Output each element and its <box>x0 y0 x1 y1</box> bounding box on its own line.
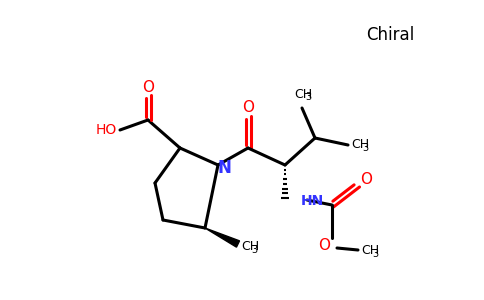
Text: 3: 3 <box>372 249 378 259</box>
Polygon shape <box>205 228 240 247</box>
Text: HN: HN <box>301 194 324 208</box>
Text: Chiral: Chiral <box>366 26 414 44</box>
Text: 3: 3 <box>251 245 257 255</box>
Text: N: N <box>217 159 231 177</box>
Text: CH: CH <box>351 139 369 152</box>
Text: CH: CH <box>241 241 259 254</box>
Text: 3: 3 <box>305 92 311 102</box>
Text: O: O <box>142 80 154 94</box>
Text: CH: CH <box>294 88 312 100</box>
Text: HO: HO <box>95 123 117 137</box>
Text: 3: 3 <box>362 143 368 153</box>
Text: O: O <box>318 238 330 253</box>
Text: CH: CH <box>361 244 379 257</box>
Text: O: O <box>360 172 372 188</box>
Text: O: O <box>242 100 254 116</box>
